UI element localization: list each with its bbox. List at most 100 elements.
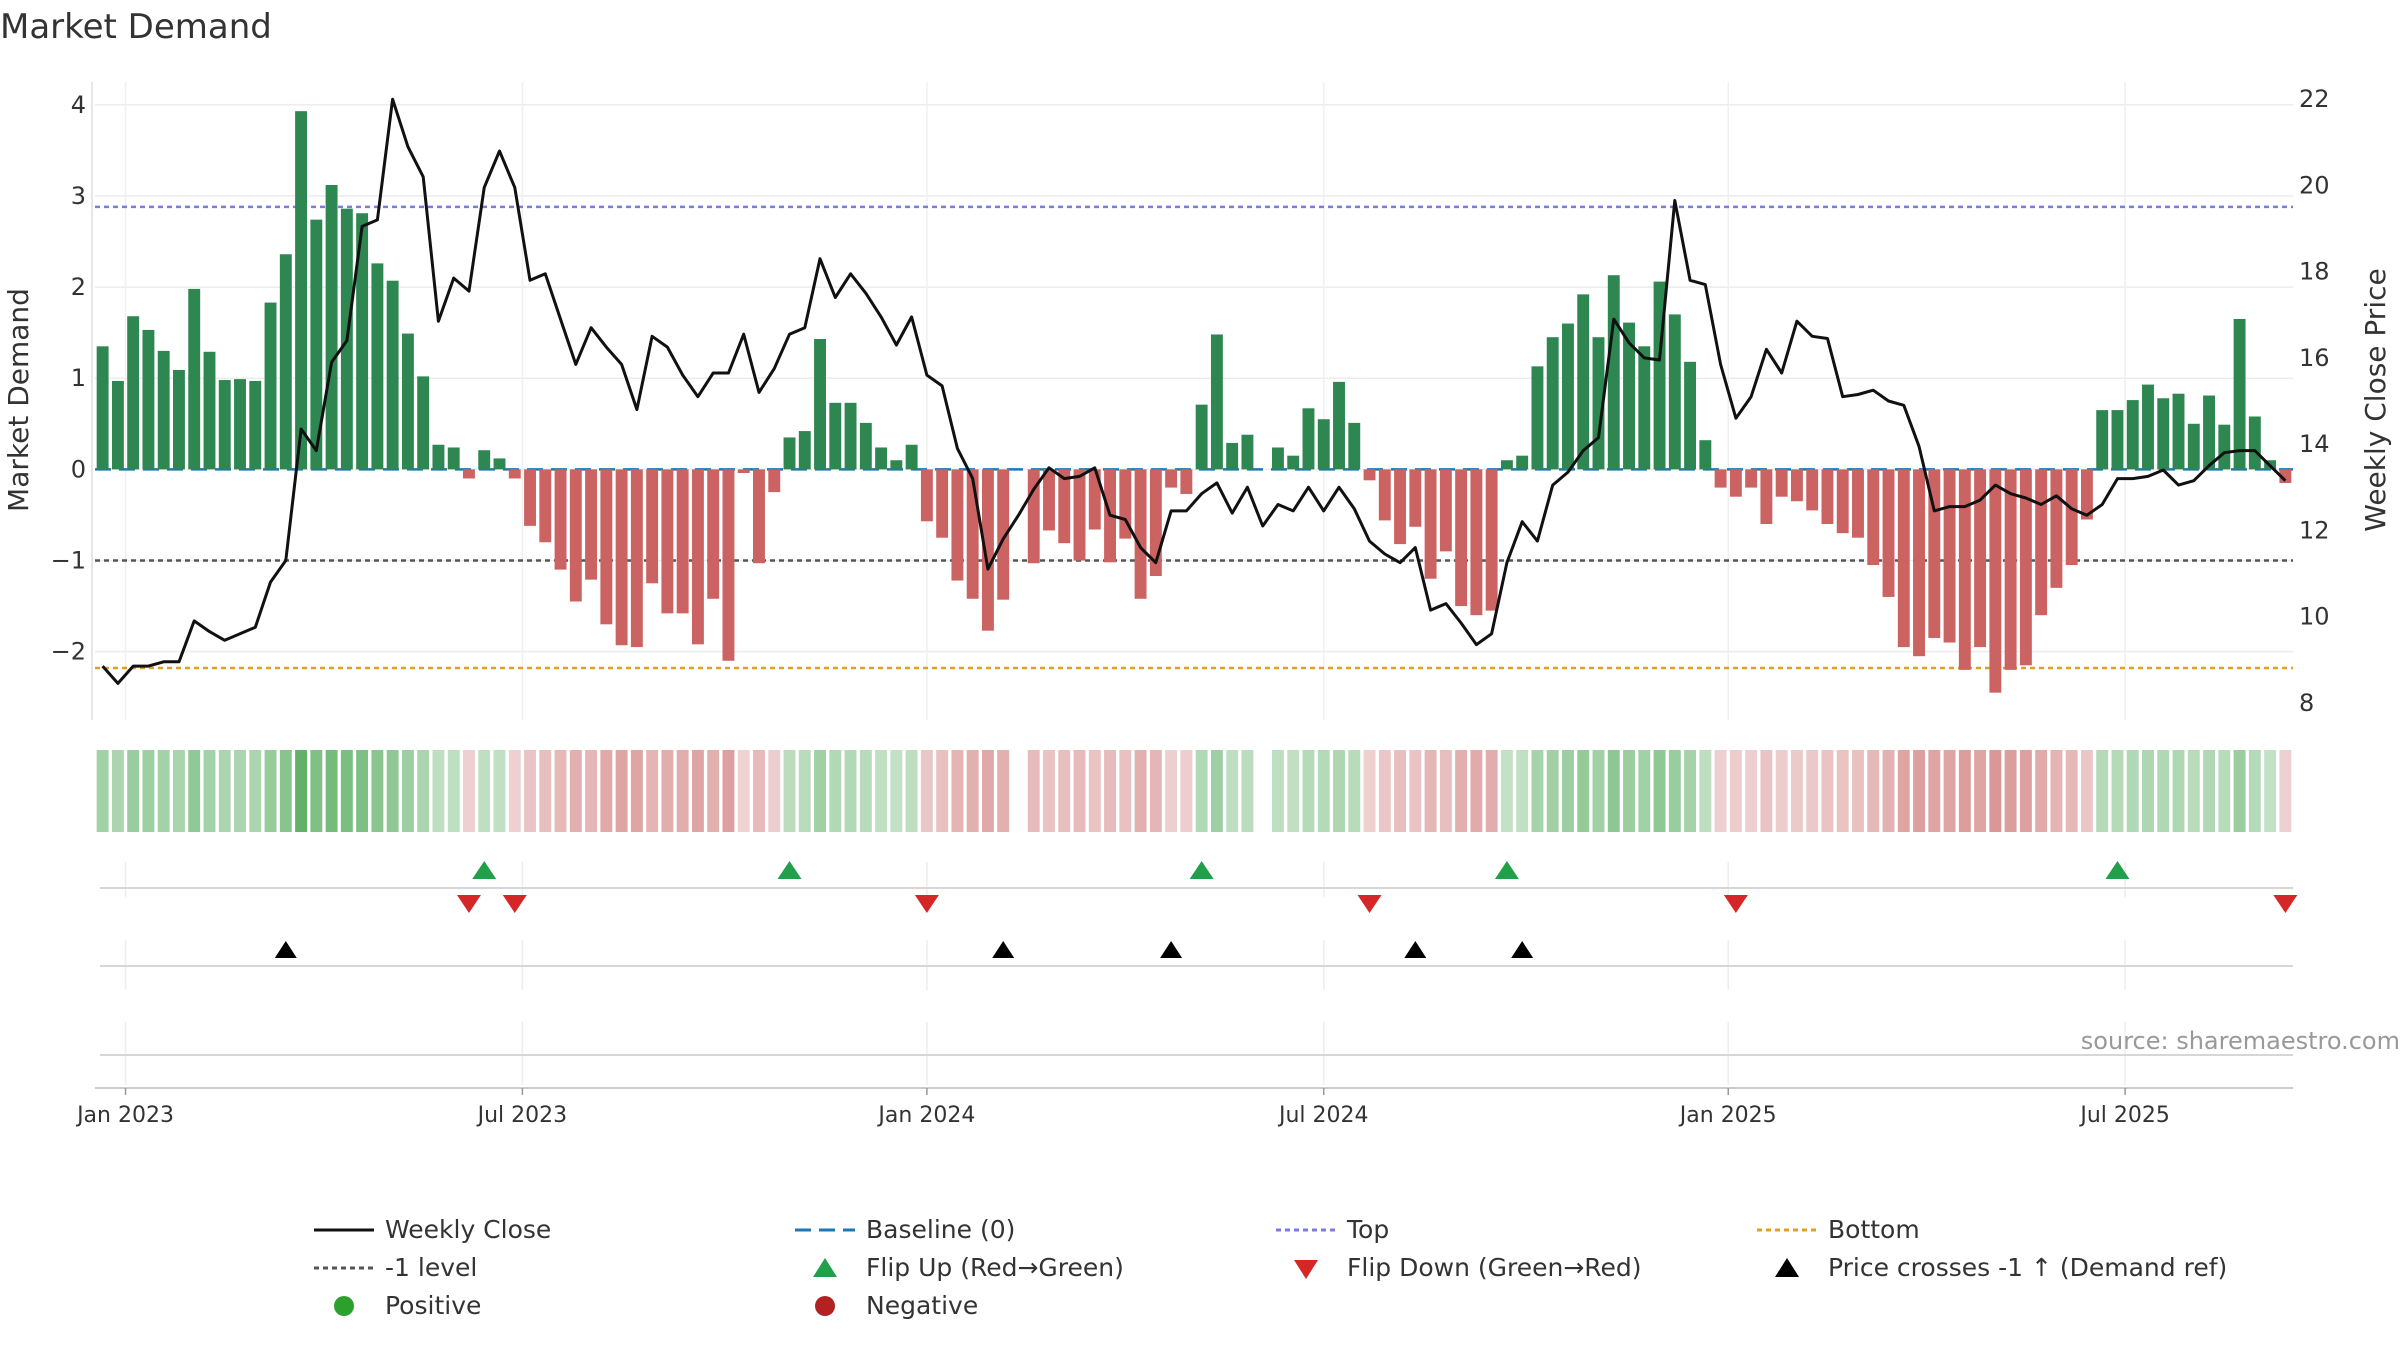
demand-bar-negative: [1043, 469, 1055, 531]
demand-bar-negative: [508, 469, 521, 479]
left-tick-label: −2: [51, 638, 86, 666]
demand-bar-positive: [1623, 322, 1635, 470]
demand-bar-positive: [1271, 447, 1284, 470]
right-axis: 22 20 18 16 14 12 10 8: [2299, 85, 2330, 717]
demand-bar-positive: [1195, 404, 1208, 470]
heat-cell: [1287, 750, 1300, 832]
heat-cell: [371, 750, 384, 832]
demand-bar-positive: [1241, 434, 1254, 470]
right-axis-label: Weekly Close Price: [2359, 268, 2392, 531]
demand-bar-negative: [1760, 469, 1773, 525]
heat-cell: [218, 750, 231, 832]
right-tick-label: 22: [2299, 85, 2330, 113]
right-tick-label: 8: [2299, 689, 2314, 717]
legend-triangle-up-black-icon: [1775, 1258, 1799, 1277]
heat-cell: [1333, 750, 1345, 832]
demand-bar-negative: [966, 469, 979, 599]
heat-cell: [2126, 750, 2139, 832]
heat-cell: [2050, 750, 2063, 832]
heat-cell: [600, 750, 613, 832]
demand-bar-negative: [1913, 469, 1925, 657]
chart-title: Market Demand: [0, 7, 272, 47]
demand-bar-positive: [2111, 410, 2124, 470]
demand-bar-negative: [676, 469, 689, 614]
heat-cell: [1073, 750, 1086, 832]
demand-bar-positive: [1531, 366, 1544, 470]
heat-cell: [2111, 750, 2124, 832]
x-tick-label: Jan 2024: [876, 1103, 975, 1128]
heat-cell: [1409, 750, 1422, 832]
right-tick-label: 12: [2299, 516, 2330, 544]
heat-cell: [1821, 750, 1834, 832]
heat-cell: [569, 750, 582, 832]
heat-cell: [127, 750, 140, 832]
price-cross-marker: [992, 941, 1015, 958]
heat-cell: [1607, 750, 1620, 832]
demand-bar-positive: [1210, 334, 1223, 470]
flip-down-marker: [502, 895, 527, 913]
demand-bar-negative: [615, 469, 628, 646]
demand-bar-positive: [1333, 381, 1345, 470]
heat-cell: [905, 750, 918, 832]
heat-cell: [1714, 750, 1727, 832]
left-axis-label: Market Demand: [2, 288, 35, 512]
heat-cell: [691, 750, 704, 832]
heat-cell: [508, 750, 521, 832]
heat-cell: [2187, 750, 2200, 832]
heat-cell: [1104, 750, 1117, 832]
demand-bar-positive: [157, 350, 170, 470]
heat-cell: [1241, 750, 1254, 832]
heat-cell: [554, 750, 567, 832]
demand-bar-positive: [814, 339, 826, 470]
heat-cell: [1623, 750, 1635, 832]
weekly-close-line: [101, 97, 2287, 685]
demand-bars: [96, 111, 2292, 693]
demand-bar-negative: [1180, 469, 1193, 494]
heat-cell: [2157, 750, 2170, 832]
demand-bar-negative: [722, 469, 735, 661]
heat-cell: [585, 750, 598, 832]
heat-cell: [707, 750, 720, 832]
heat-cell: [844, 750, 857, 832]
heat-cell: [478, 750, 491, 832]
price-cross-marker: [1404, 941, 1427, 958]
demand-bar-positive: [783, 437, 796, 470]
heat-cell: [432, 750, 445, 832]
right-tick-label: 10: [2299, 603, 2330, 631]
heat-cell: [875, 750, 888, 832]
demand-bar-positive: [2172, 393, 2185, 470]
legend-circle-red-icon: [815, 1296, 835, 1316]
demand-bar-positive: [417, 376, 430, 470]
demand-bar-negative: [1867, 469, 1880, 566]
demand-bar-negative: [1806, 469, 1819, 511]
heat-cell: [1470, 750, 1483, 832]
demand-bar-negative: [1882, 469, 1895, 597]
flip-up-marker: [777, 861, 802, 879]
legend-circle-green-icon: [334, 1296, 354, 1316]
reference-lines: [95, 205, 2293, 670]
heat-cell: [1760, 750, 1773, 832]
weekly-close-series: [101, 97, 2287, 685]
heat-cell: [1043, 750, 1055, 832]
demand-bar-positive: [1638, 346, 1651, 470]
demand-bar-negative: [737, 469, 750, 474]
demand-bar-positive: [218, 380, 231, 470]
demand-bar-negative: [2080, 469, 2093, 520]
heat-cell: [1974, 750, 1987, 832]
demand-bar-negative: [920, 469, 933, 522]
demand-bar-positive: [2203, 395, 2216, 470]
heat-cell: [401, 750, 414, 832]
demand-bar-negative: [2279, 469, 2292, 484]
demand-bar-negative: [707, 469, 720, 599]
flip-up-marker: [472, 861, 497, 879]
heat-cell: [1836, 750, 1849, 832]
demand-bar-negative: [661, 469, 674, 614]
demand-bar-positive: [478, 450, 491, 470]
demand-bar-positive: [2218, 424, 2231, 470]
demand-bar-negative: [600, 469, 613, 625]
demand-bar-positive: [890, 460, 903, 470]
demand-bar-positive: [279, 254, 292, 470]
right-tick-label: 20: [2299, 171, 2330, 199]
demand-bar-positive: [203, 351, 216, 470]
